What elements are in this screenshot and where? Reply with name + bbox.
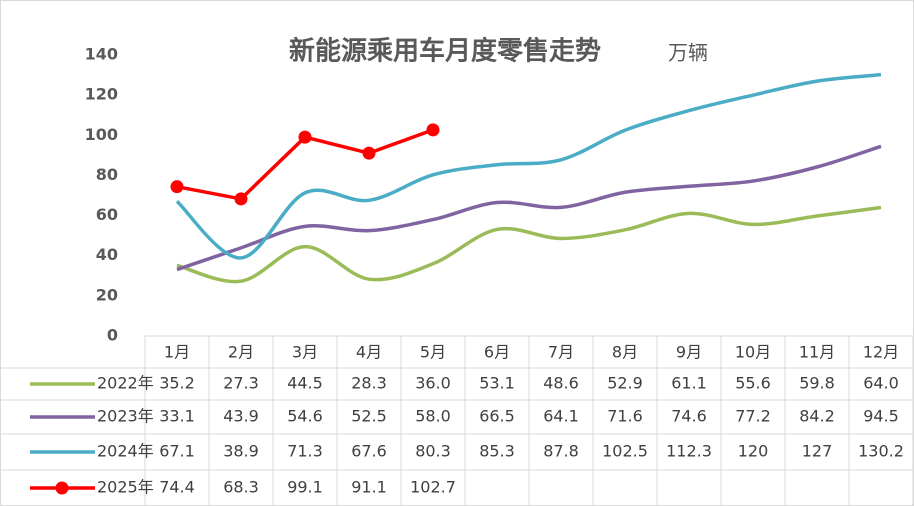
table-cell: 52.5 [351,407,387,426]
table-cell: 35.2 [159,374,195,393]
x-tick-label: 8月 [612,343,638,362]
table-cell: 102.5 [602,442,648,461]
legend-label: 2022年 [97,374,154,393]
x-tick-label: 9月 [676,343,702,362]
table-cell: 59.8 [799,374,835,393]
y-tick-label: 120 [85,85,118,104]
table-cell: 87.8 [543,442,579,461]
x-tick-label: 6月 [484,343,510,362]
table-cell: 112.3 [666,442,712,461]
data-point [362,146,376,160]
table-cell: 102.7 [410,478,456,497]
x-tick-label: 11月 [799,343,835,362]
x-tick-label: 1月 [164,343,190,362]
y-tick-label: 100 [85,125,118,144]
table-cell: 94.5 [863,407,899,426]
table-cell: 77.2 [735,407,771,426]
y-tick-label: 40 [96,245,118,264]
table-cell: 80.3 [415,442,451,461]
legend-label: 2024年 [97,442,154,461]
table-cell: 38.9 [223,442,259,461]
legend-label: 2023年 [97,407,154,426]
table-cell: 74.6 [671,407,707,426]
table-cell: 71.3 [287,442,323,461]
y-tick-label: 60 [96,205,118,224]
table-cell: 67.6 [351,442,387,461]
table-cell: 36.0 [415,374,451,393]
table-cell: 71.6 [607,407,643,426]
table-cell: 67.1 [159,442,195,461]
table-cell: 28.3 [351,374,387,393]
x-tick-label: 4月 [356,343,382,362]
data-point [234,192,248,206]
table-cell: 84.2 [799,407,835,426]
table-cell: 127 [802,442,833,461]
x-tick-label: 12月 [863,343,899,362]
table-cell: 53.1 [479,374,515,393]
table-cell: 68.3 [223,478,259,497]
data-point [298,130,312,144]
y-tick-label: 20 [96,285,118,304]
table-cell: 43.9 [223,407,259,426]
x-tick-label: 5月 [420,343,446,362]
x-tick-label: 10月 [735,343,771,362]
table-cell: 58.0 [415,407,451,426]
data-point [170,180,184,194]
table-cell: 66.5 [479,407,515,426]
legend-label: 2025年 [97,478,154,497]
table-cell: 61.1 [671,374,707,393]
series-line [176,205,882,284]
table-cell: 48.6 [543,374,579,393]
table-cell: 64.0 [863,374,899,393]
table-cell: 52.9 [607,374,643,393]
y-tick-label: 140 [85,45,118,64]
x-tick-label: 7月 [548,343,574,362]
table-cell: 44.5 [287,374,323,393]
legend-marker [55,481,69,495]
table-cell: 64.1 [543,407,579,426]
table-cell: 33.1 [159,407,195,426]
table-cell: 74.4 [159,478,195,497]
chart-subtitle: 万辆 [668,41,708,65]
x-tick-label: 3月 [292,343,318,362]
data-point [426,123,440,137]
series-line [176,144,882,272]
series-line [175,72,882,260]
table-cell: 27.3 [223,374,259,393]
table-cell: 85.3 [479,442,515,461]
table-cell: 54.6 [287,407,323,426]
table-cell: 91.1 [351,478,387,497]
chart-title: 新能源乘用车月度零售走势 [289,36,601,67]
x-tick-label: 2月 [228,343,254,362]
y-tick-label: 0 [107,326,118,345]
table-cell: 55.6 [735,374,771,393]
y-tick-label: 80 [96,165,118,184]
table-cell: 99.1 [287,478,323,497]
table-cell: 130.2 [858,442,904,461]
table-cell: 120 [738,442,769,461]
